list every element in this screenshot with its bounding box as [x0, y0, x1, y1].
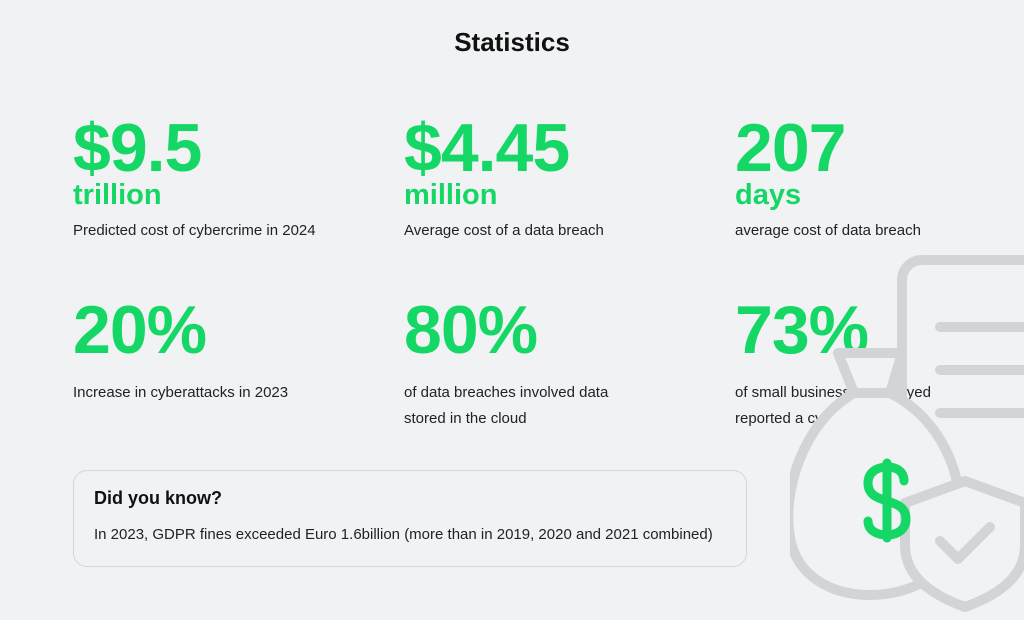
stat-unit: trillion — [73, 179, 162, 211]
stat-description: Increase in cyberattacks in 2023 — [73, 384, 289, 401]
stat-description: Predicted cost of cybercrime in 2024 — [73, 222, 316, 239]
shield-check-icon — [900, 476, 1024, 612]
stat-value: 207 — [735, 110, 846, 186]
callout-text: In 2023, GDPR fines exceeded Euro 1.6bil… — [94, 526, 713, 543]
stat-unit: million — [404, 179, 498, 211]
stat-cyberattack-increase: 20% Increase in cyberattacks in 2023 — [73, 292, 363, 406]
page-title: Statistics — [454, 27, 570, 57]
stat-cloud-breaches: 80% of data breaches involved data store… — [404, 292, 644, 432]
stat-description: of data breaches involved data stored in… — [404, 384, 609, 427]
stat-breach-days: 207 days average cost of data breach — [735, 110, 995, 244]
stat-value: $9.5 — [73, 110, 202, 186]
did-you-know-callout: Did you know? In 2023, GDPR fines exceed… — [73, 470, 747, 567]
stat-description: average cost of data breach — [735, 222, 921, 239]
stat-value: 20% — [73, 292, 207, 368]
stat-breach-cost: $4.45 million Average cost of a data bre… — [404, 110, 694, 244]
dollar-sign-icon — [863, 458, 911, 543]
stat-value: $4.45 — [404, 110, 570, 186]
stat-cybercrime-cost: $9.5 trillion Predicted cost of cybercri… — [73, 110, 363, 244]
stat-description: Average cost of a data breach — [404, 222, 604, 239]
stat-unit: days — [735, 179, 802, 211]
callout-heading: Did you know? — [94, 488, 222, 508]
stat-value: 80% — [404, 292, 538, 368]
security-illustration — [790, 255, 1024, 612]
